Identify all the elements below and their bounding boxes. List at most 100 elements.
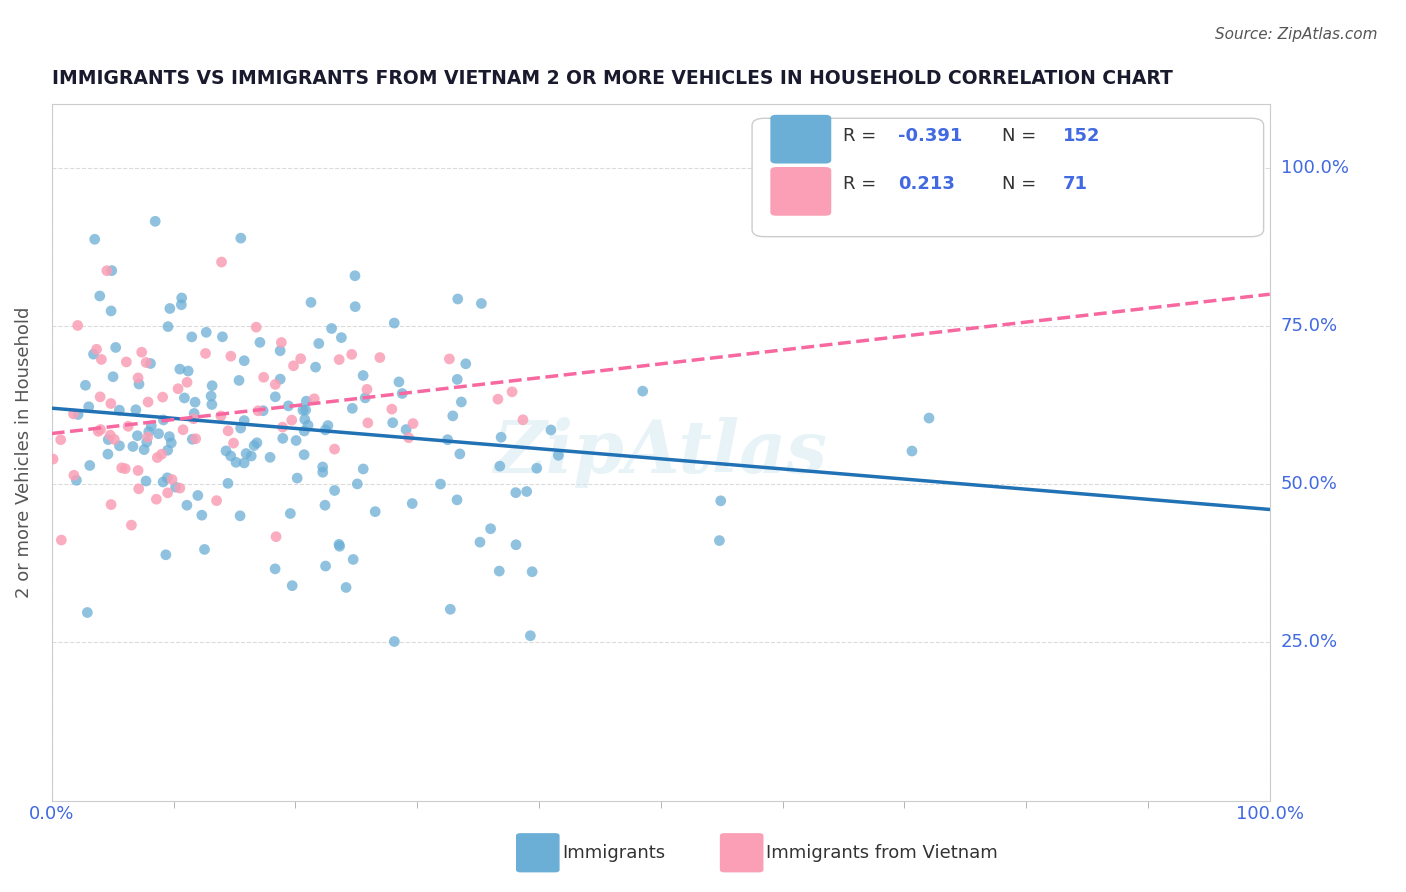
Point <box>165 480 187 494</box>
Point <box>311 460 333 475</box>
Point <box>299 295 322 310</box>
Point <box>193 542 215 557</box>
Point <box>264 390 287 404</box>
Point <box>291 403 314 417</box>
Point <box>235 446 257 460</box>
Point <box>156 471 179 485</box>
Point <box>249 335 271 350</box>
Point <box>283 359 305 373</box>
Point <box>382 316 405 330</box>
Point <box>512 413 534 427</box>
Point <box>343 268 366 283</box>
Point <box>160 473 183 487</box>
Point <box>252 403 274 417</box>
Point <box>136 430 159 444</box>
Point <box>233 353 256 368</box>
Point <box>344 300 367 314</box>
Point <box>520 565 543 579</box>
Point <box>270 335 292 350</box>
Point <box>194 346 217 360</box>
Point <box>83 347 105 361</box>
Point <box>631 384 654 399</box>
Point <box>264 562 287 576</box>
Point <box>292 424 315 438</box>
Point <box>132 442 155 457</box>
Point <box>90 352 112 367</box>
Point <box>328 352 350 367</box>
Point <box>229 508 252 523</box>
Point <box>146 450 169 465</box>
Point <box>156 319 179 334</box>
Point <box>540 423 562 437</box>
Text: Immigrants: Immigrants <box>562 844 665 862</box>
FancyBboxPatch shape <box>770 115 831 163</box>
Point <box>135 355 157 369</box>
Point <box>228 373 250 387</box>
Point <box>219 349 242 363</box>
Point <box>295 394 318 409</box>
Point <box>468 535 491 549</box>
Point <box>100 396 122 410</box>
Point <box>470 296 492 310</box>
Point <box>100 263 122 277</box>
Point <box>211 330 233 344</box>
Point <box>77 400 100 414</box>
Point <box>128 482 150 496</box>
Point <box>172 423 194 437</box>
Point <box>139 357 162 371</box>
Point <box>297 418 319 433</box>
Point <box>253 370 276 384</box>
Point <box>114 461 136 475</box>
Point <box>100 304 122 318</box>
Point <box>86 343 108 357</box>
Point <box>388 375 411 389</box>
Point <box>152 390 174 404</box>
Point <box>49 433 72 447</box>
Point <box>382 634 405 648</box>
Point <box>323 442 346 456</box>
Point <box>209 409 232 423</box>
Point <box>170 298 193 312</box>
Point <box>167 382 190 396</box>
Point <box>246 435 269 450</box>
Point <box>108 403 131 417</box>
Point <box>62 407 84 421</box>
Point <box>135 435 157 450</box>
Point <box>141 419 163 434</box>
Point <box>152 413 174 427</box>
Point <box>115 355 138 369</box>
Point <box>449 447 471 461</box>
Point <box>335 581 357 595</box>
Point <box>294 412 316 426</box>
Point <box>264 377 287 392</box>
Text: -0.391: -0.391 <box>898 127 963 145</box>
Point <box>340 347 363 361</box>
Point <box>225 455 247 469</box>
Point <box>89 289 111 303</box>
Point <box>436 433 458 447</box>
Point <box>169 481 191 495</box>
Point <box>176 498 198 512</box>
Point <box>131 345 153 359</box>
Point <box>918 411 941 425</box>
Point <box>66 318 89 333</box>
Text: Source: ZipAtlas.com: Source: ZipAtlas.com <box>1215 27 1378 42</box>
Point <box>285 434 308 448</box>
Point <box>127 371 149 385</box>
Point <box>122 440 145 454</box>
Point <box>104 341 127 355</box>
Point <box>170 291 193 305</box>
Text: 75.0%: 75.0% <box>1281 317 1339 334</box>
Point <box>176 376 198 390</box>
Point <box>215 443 238 458</box>
Point <box>98 428 121 442</box>
Point <box>447 292 470 306</box>
Point <box>222 436 245 450</box>
Point <box>233 414 256 428</box>
Point <box>183 411 205 425</box>
Point <box>479 522 502 536</box>
Point <box>356 383 378 397</box>
Point <box>79 458 101 473</box>
Point <box>342 401 364 416</box>
Point <box>357 416 380 430</box>
